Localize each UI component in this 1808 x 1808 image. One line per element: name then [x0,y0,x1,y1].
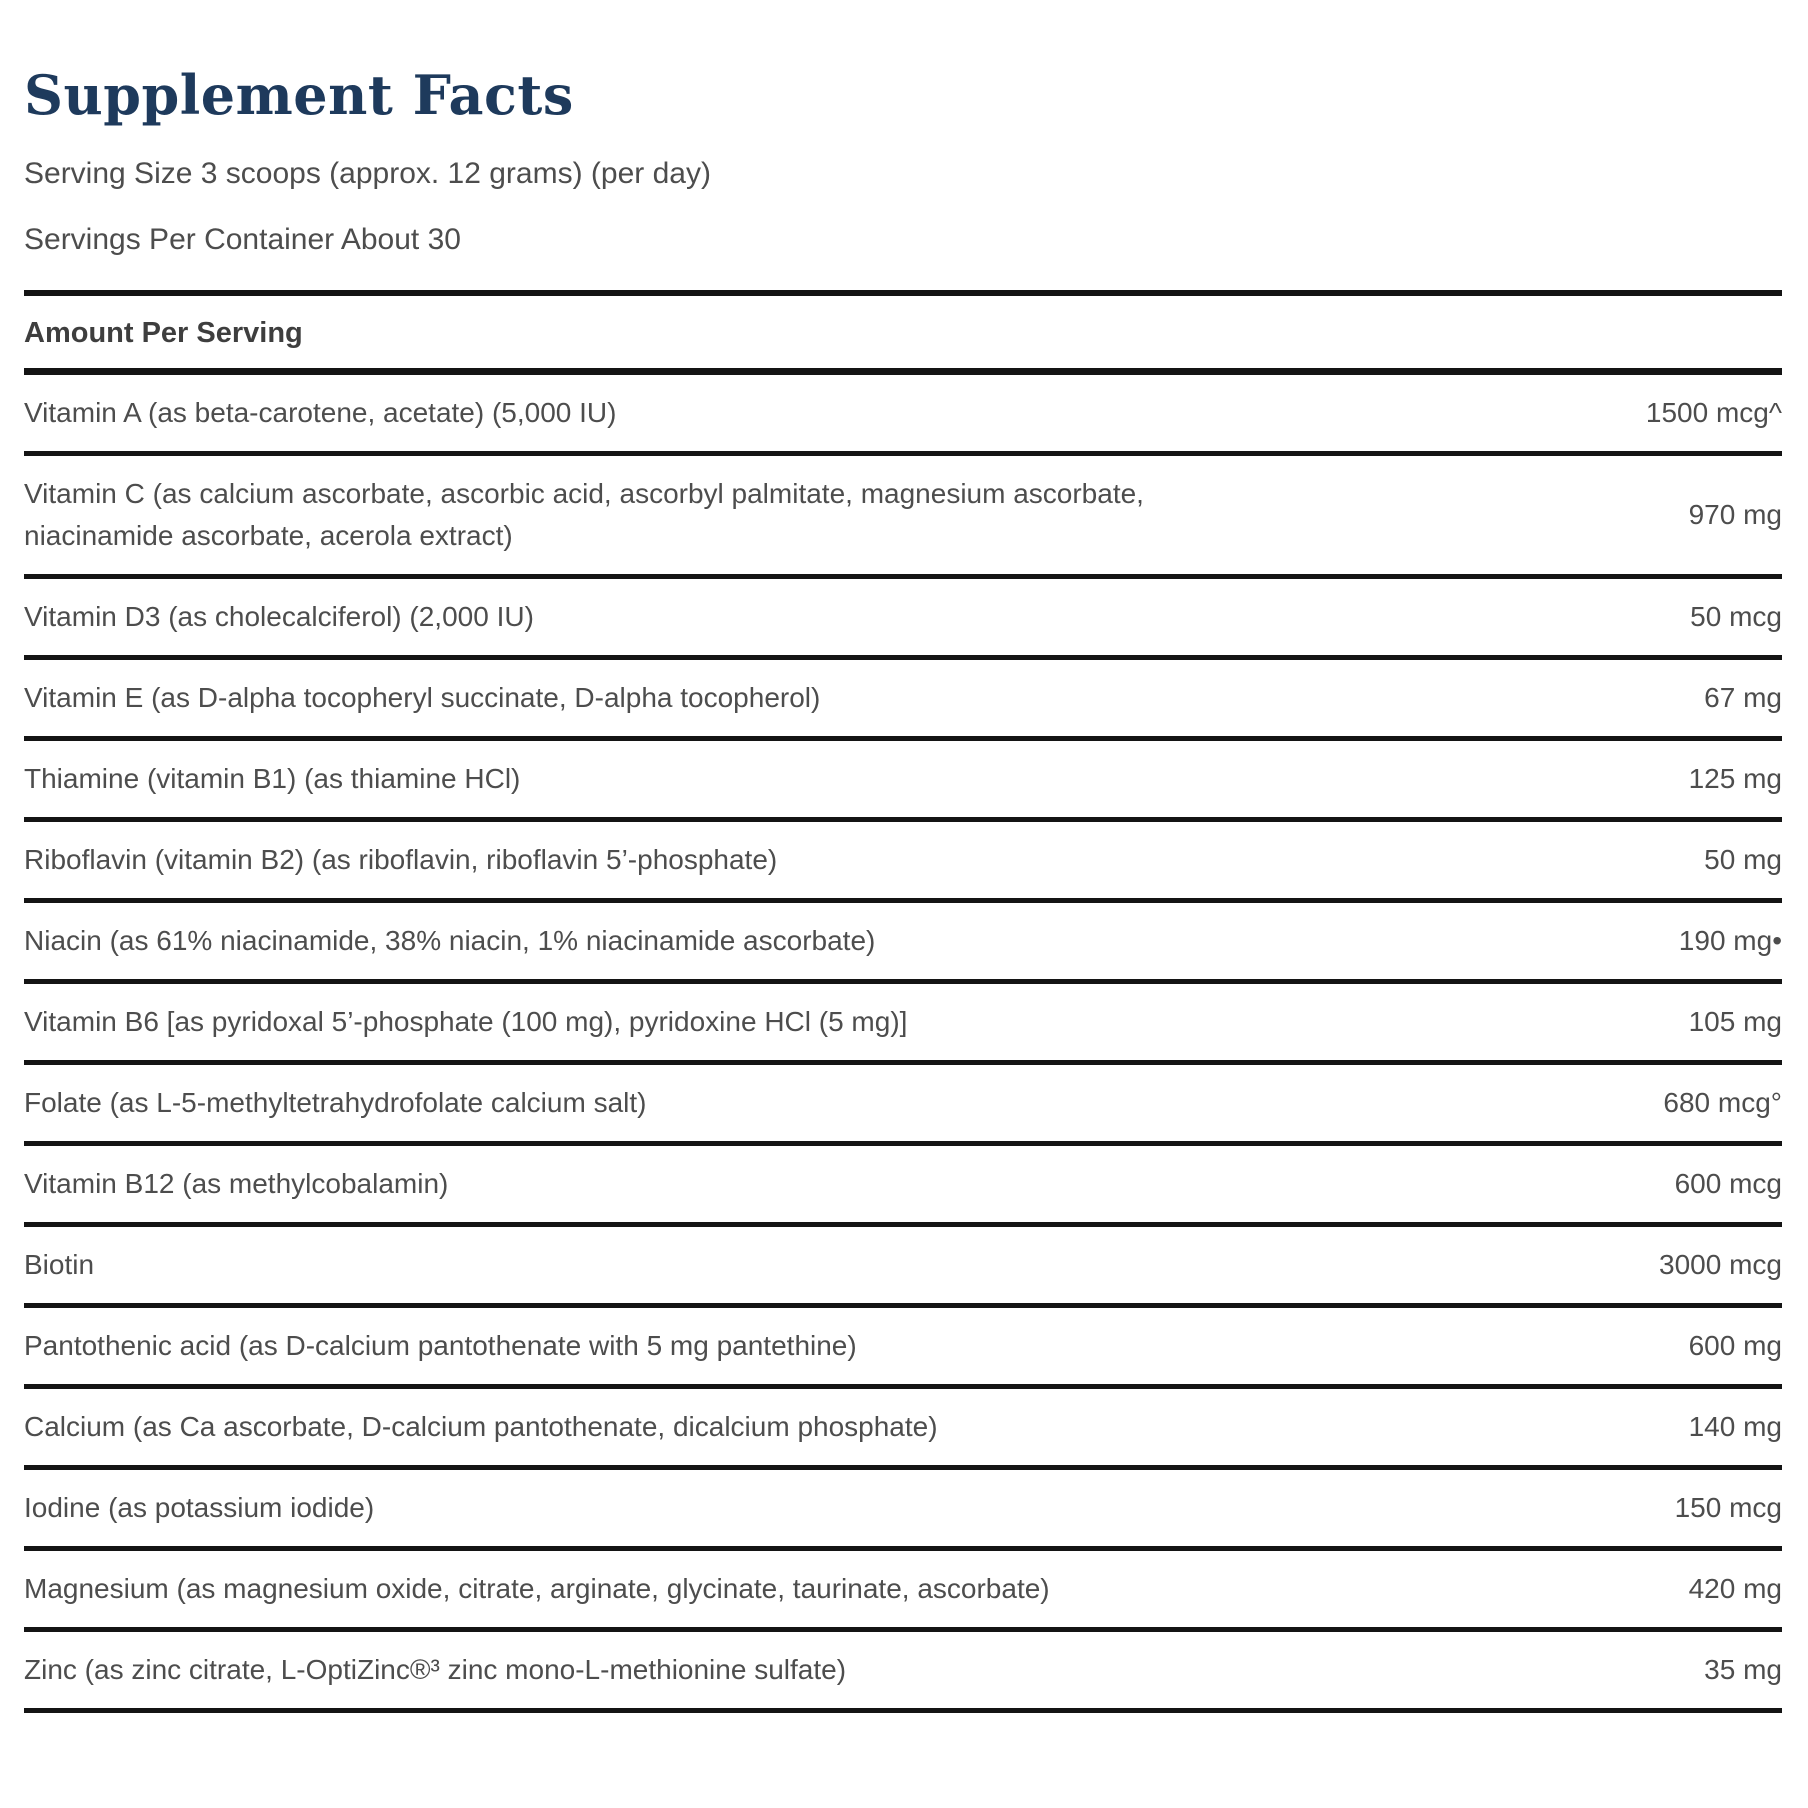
servings-per-container-text: Servings Per Container About 30 [24,223,461,257]
table-row: Pantothenic acid (as D-calcium pantothen… [24,1308,1782,1390]
ingredient-amount: 140 mg [1688,1411,1782,1443]
ingredient-name: Thiamine (vitamin B1) (as thiamine HCl) [24,763,521,795]
table-row: Zinc (as zinc citrate, L-OptiZinc®³ zinc… [24,1632,1782,1714]
ingredient-name: Biotin [24,1249,95,1281]
serving-size-text: Serving Size 3 scoops (approx. 12 grams)… [24,157,711,191]
ingredient-amount: 190 mg• [1678,925,1782,957]
table-row: Niacin (as 61% niacinamide, 38% niacin, … [24,903,1782,985]
ingredient-amount: 1500 mcg^ [1645,397,1782,429]
ingredient-name: Pantothenic acid (as D-calcium pantothen… [24,1330,857,1362]
ingredient-amount: 125 mg [1688,763,1782,795]
ingredient-name: Vitamin B12 (as methylcobalamin) [24,1168,449,1200]
ingredient-amount: 3000 mcg [1659,1249,1782,1281]
table-row: Iodine (as potassium iodide) 150 mcg [24,1470,1782,1552]
ingredient-amount: 600 mcg [1674,1168,1782,1200]
ingredient-amount: 67 mg [1704,682,1782,714]
ingredient-name: Vitamin D3 (as cholecalciferol) (2,000 I… [24,601,534,633]
table-row: Thiamine (vitamin B1) (as thiamine HCl) … [24,741,1782,823]
page-title: Supplement Facts [24,63,574,127]
table-row: Vitamin B12 (as methylcobalamin) 600 mcg [24,1146,1782,1228]
supplement-facts-table: Amount Per Serving Vitamin A (as beta-ca… [24,290,1782,1714]
ingredient-amount: 600 mg [1688,1330,1782,1362]
table-body: Vitamin A (as beta-carotene, acetate) (5… [24,375,1782,1714]
ingredient-name: Zinc (as zinc citrate, L-OptiZinc®³ zinc… [24,1654,847,1686]
table-row: Biotin 3000 mcg [24,1227,1782,1309]
ingredient-name: Vitamin A (as beta-carotene, acetate) (5… [24,397,617,429]
ingredient-name: Vitamin B6 [as pyridoxal 5’-phosphate (1… [24,1006,908,1038]
ingredient-name: Magnesium (as magnesium oxide, citrate, … [24,1573,1050,1605]
ingredient-name: Vitamin C (as calcium ascorbate, ascorbi… [24,478,1144,552]
ingredient-name: Iodine (as potassium iodide) [24,1492,375,1524]
amount-per-serving-header: Amount Per Serving [24,296,1782,376]
table-row: Vitamin D3 (as cholecalciferol) (2,000 I… [24,579,1782,661]
ingredient-amount: 35 mg [1704,1654,1782,1686]
table-row: Folate (as L-5-methyltetrahydrofolate ca… [24,1065,1782,1147]
table-row: Vitamin C (as calcium ascorbate, ascorbi… [24,456,1782,580]
ingredient-amount: 150 mcg [1674,1492,1782,1524]
ingredient-amount: 970 mg [1688,499,1782,531]
ingredient-name: Riboflavin (vitamin B2) (as riboflavin, … [24,844,778,876]
ingredient-name: Folate (as L-5-methyltetrahydrofolate ca… [24,1087,647,1119]
ingredient-amount: 680 mcg° [1663,1087,1782,1119]
table-row: Magnesium (as magnesium oxide, citrate, … [24,1551,1782,1633]
table-row: Riboflavin (vitamin B2) (as riboflavin, … [24,822,1782,904]
ingredient-amount: 50 mg [1704,844,1782,876]
ingredient-amount: 50 mcg [1690,601,1782,633]
table-row: Vitamin B6 [as pyridoxal 5’-phosphate (1… [24,984,1782,1066]
table-row: Vitamin E (as D-alpha tocopheryl succina… [24,660,1782,742]
ingredient-amount: 420 mg [1688,1573,1782,1605]
ingredient-name: Niacin (as 61% niacinamide, 38% niacin, … [24,925,876,957]
table-row: Calcium (as Ca ascorbate, D-calcium pant… [24,1389,1782,1471]
ingredient-name: Vitamin E (as D-alpha tocopheryl succina… [24,682,821,714]
table-row: Vitamin A (as beta-carotene, acetate) (5… [24,375,1782,457]
ingredient-amount: 105 mg [1688,1006,1782,1038]
ingredient-name: Calcium (as Ca ascorbate, D-calcium pant… [24,1411,938,1443]
